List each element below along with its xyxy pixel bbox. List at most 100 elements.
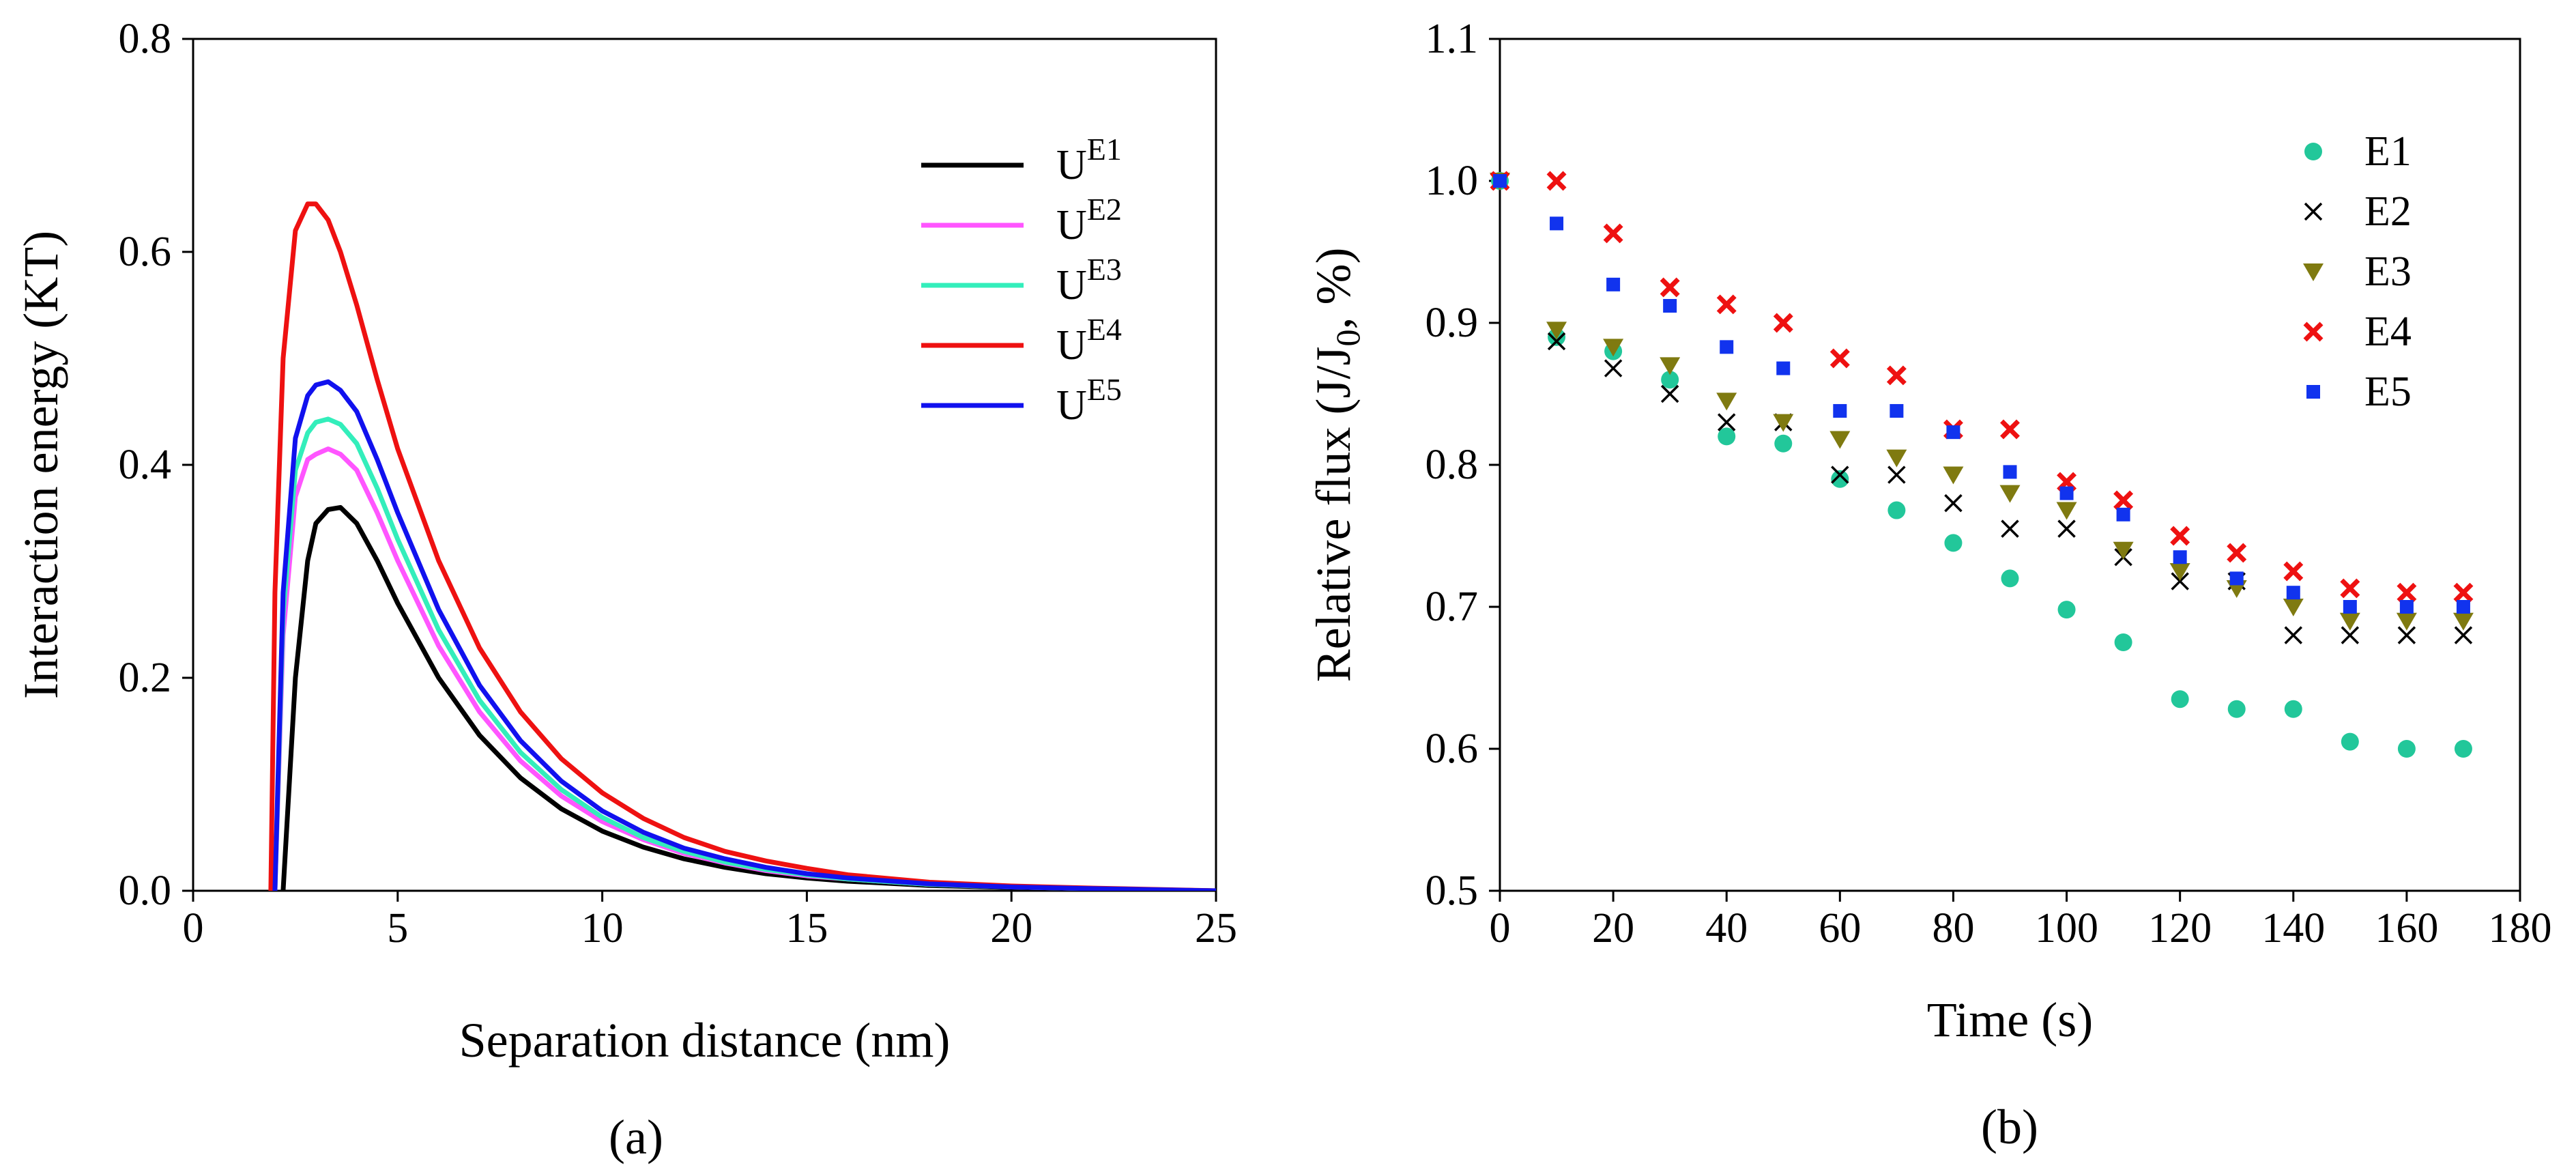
marker-square	[1776, 361, 1791, 375]
data-point-E3	[1546, 321, 1567, 340]
marker-triangle	[2303, 263, 2324, 281]
marker-square	[2173, 550, 2187, 564]
marker-x-stroke	[2283, 561, 2304, 582]
data-point-E5	[2286, 586, 2300, 600]
legend-label-base: U	[1056, 322, 1087, 369]
series-line-E4	[268, 201, 1216, 891]
series-E3	[1490, 173, 2474, 631]
y-axis-label-part: , %)	[1306, 248, 1361, 330]
legend-label-E2: UE2	[1056, 192, 1122, 248]
data-point-E3	[2452, 612, 2474, 631]
data-point-E4	[1546, 171, 1567, 191]
data-point-E5	[1833, 403, 1847, 418]
data-point-E2	[2171, 572, 2189, 590]
marker-x-stroke	[2170, 526, 2190, 546]
data-point-E5	[1720, 340, 1734, 354]
legend-label-E4: UE4	[1056, 312, 1122, 369]
marker-x-stroke	[1944, 494, 1963, 513]
data-point-E5	[2399, 600, 2414, 614]
marker-circle	[2284, 700, 2302, 718]
y-tick-label: 0.9	[1426, 300, 1479, 346]
marker-triangle	[2396, 612, 2417, 631]
data-point-E2	[2454, 626, 2473, 644]
marker-square	[1890, 403, 1904, 418]
marker-square	[2343, 600, 2357, 614]
marker-triangle	[1546, 321, 1567, 340]
data-point-E4	[1773, 313, 1793, 333]
x-tick-label: 0	[1490, 905, 1511, 952]
panel-label-b: (b)	[1981, 1100, 2038, 1154]
legend-label-E1: UE1	[1056, 132, 1122, 188]
data-point-E5	[2116, 507, 2130, 521]
marker-x-stroke	[2113, 490, 2134, 511]
marker-x-stroke	[1886, 365, 1907, 386]
data-point-E2	[1944, 494, 1963, 513]
legend-label-E3: UE3	[1056, 252, 1122, 309]
marker-square	[2286, 586, 2300, 600]
marker-triangle	[2452, 612, 2474, 631]
marker-x-stroke	[2057, 519, 2076, 538]
x-tick-label: 25	[1195, 905, 1237, 952]
data-point-E4	[2283, 561, 2304, 582]
data-point-E3	[2283, 599, 2304, 616]
data-point-E1	[1661, 371, 1679, 389]
marker-circle	[2227, 700, 2246, 718]
marker-x-stroke	[2453, 582, 2474, 603]
series-line-E5	[272, 379, 1216, 891]
x-tick-label: 80	[1932, 905, 1974, 952]
x-tick-label: 160	[2375, 905, 2438, 952]
marker-x-stroke	[1604, 359, 1623, 377]
data-point-E5	[2173, 550, 2187, 564]
x-tick-label: 60	[1819, 905, 1861, 952]
legend-label-superscript: E1	[1087, 132, 1122, 167]
y-axis-label: Relative flux (J/J0, %)	[1306, 248, 1367, 683]
legend-label-E5: UE5	[1056, 372, 1122, 429]
data-point-E2	[1547, 332, 1566, 351]
panel-label-a: (a)	[609, 1110, 663, 1164]
x-axis-label: Separation distance (nm)	[459, 1013, 951, 1068]
marker-circle	[2454, 740, 2472, 758]
data-point-E4	[1829, 348, 1850, 369]
data-point-E2	[1604, 359, 1623, 377]
series-line-E3	[272, 416, 1216, 891]
marker-square	[1606, 277, 1621, 291]
x-tick-label: 0	[183, 905, 204, 952]
marker-square	[1663, 299, 1677, 313]
series-E2	[1490, 171, 2473, 644]
marker-triangle	[1943, 466, 1964, 485]
chart-panel-b: 0 20 40 60 80 100 120 140 160 180 0.5 0.6 0.7 0.8 0.9 1…	[1306, 16, 2552, 1154]
marker-circle	[1887, 501, 1906, 519]
y-tick-label: 0.7	[1426, 584, 1479, 630]
data-point-E2	[2397, 626, 2416, 644]
legend-label-base: U	[1056, 202, 1087, 248]
legend-label-base: U	[1056, 142, 1087, 188]
x-tick-label: 15	[785, 905, 828, 952]
legend-marker-E2	[2304, 202, 2323, 221]
y-tick-label: 1.0	[1426, 158, 1479, 204]
marker-circle	[2057, 601, 2076, 619]
legend-marker-E3	[2303, 263, 2324, 281]
marker-square	[1946, 425, 1960, 440]
marker-x-stroke	[2171, 572, 2189, 590]
marker-x-stroke	[2304, 202, 2323, 221]
marker-x-stroke	[2227, 543, 2247, 563]
marker-x-stroke	[1829, 348, 1850, 369]
series-line-E2	[272, 446, 1216, 891]
legend-label-E2: E2	[2364, 188, 2412, 235]
y-tick-label: 1.1	[1426, 16, 1479, 62]
series-E5	[1493, 174, 2470, 614]
marker-circle	[1944, 534, 1963, 552]
marker-square	[2306, 385, 2320, 399]
data-point-E4	[2453, 582, 2474, 603]
data-point-E4	[2227, 543, 2247, 563]
legend-marker-E1	[2304, 143, 2322, 160]
y-tick-label: 0.0	[119, 868, 172, 914]
marker-x-stroke	[1546, 171, 1567, 191]
data-point-E5	[1606, 277, 1621, 291]
data-point-E4	[2170, 526, 2190, 546]
marker-triangle	[1829, 431, 1851, 449]
data-point-E2	[2057, 519, 2076, 538]
marker-x-stroke	[2341, 626, 2360, 644]
marker-triangle	[2339, 612, 2360, 631]
data-point-E1	[2001, 569, 2019, 588]
